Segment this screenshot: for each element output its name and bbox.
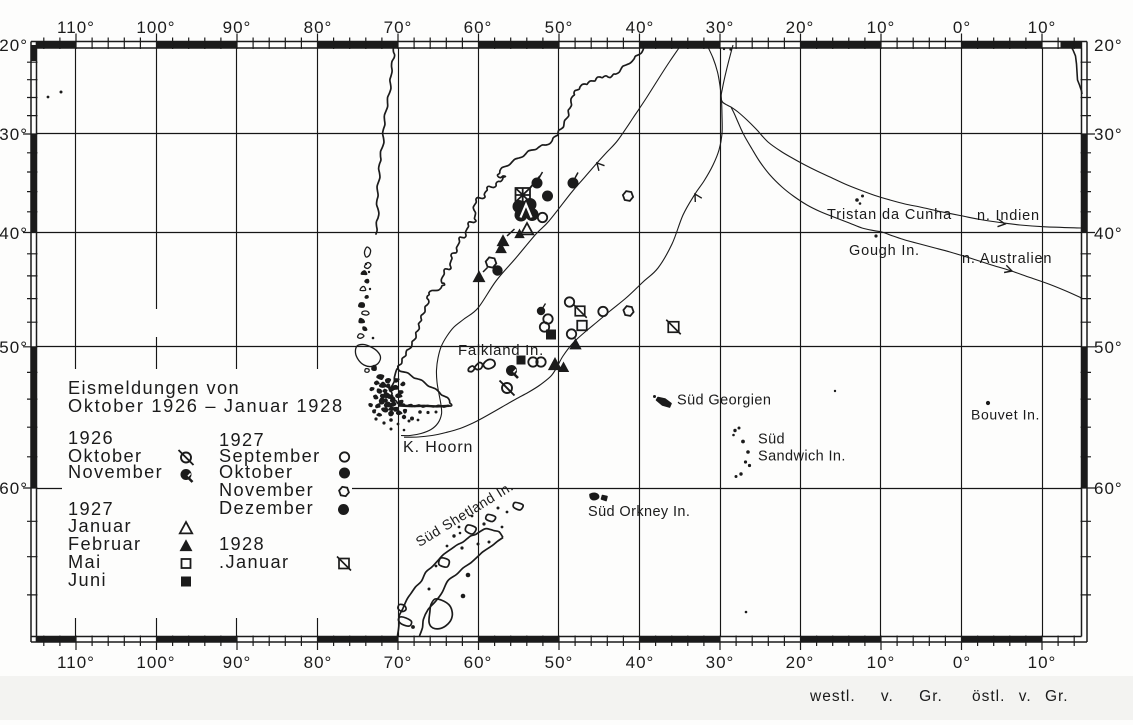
svg-text:.Januar: .Januar: [219, 552, 289, 572]
svg-text:1928: 1928: [219, 534, 265, 554]
svg-text:Mai: Mai: [68, 552, 102, 572]
svg-text:Süd Orkney In.: Süd Orkney In.: [588, 504, 690, 520]
svg-text:40°: 40°: [626, 653, 655, 672]
svg-text:40°: 40°: [626, 18, 655, 37]
svg-text:50°: 50°: [0, 338, 28, 357]
svg-text:30°: 30°: [1094, 125, 1123, 144]
svg-text:Dezember: Dezember: [219, 498, 314, 518]
svg-text:30°: 30°: [0, 125, 28, 144]
svg-text:20°: 20°: [786, 18, 815, 37]
svg-text:Oktober: Oktober: [68, 446, 143, 466]
svg-text:Oktober 1926 – Januar 1928: Oktober 1926 – Januar 1928: [68, 396, 344, 416]
svg-text:n. Indien: n. Indien: [977, 208, 1040, 224]
svg-text:Süd: Süd: [758, 432, 785, 448]
svg-text:30°: 30°: [706, 18, 735, 37]
svg-text:70°: 70°: [384, 653, 413, 672]
svg-text:östl. v. Gr.: östl. v. Gr.: [972, 688, 1069, 705]
svg-text:10°: 10°: [1028, 653, 1057, 672]
svg-text:0°: 0°: [953, 653, 971, 672]
svg-text:80°: 80°: [304, 653, 333, 672]
svg-text:10°: 10°: [1028, 18, 1057, 37]
svg-text:40°: 40°: [1094, 224, 1123, 243]
svg-text:40°: 40°: [0, 224, 28, 243]
svg-text:100°: 100°: [136, 18, 175, 37]
svg-text:Gough In.: Gough In.: [849, 243, 920, 259]
svg-text:November: November: [219, 480, 314, 500]
svg-text:110°: 110°: [57, 653, 95, 672]
svg-text:westl. v. Gr.: westl. v. Gr.: [809, 688, 943, 705]
svg-text:Bouvet In.: Bouvet In.: [971, 407, 1040, 423]
svg-text:Juni: Juni: [68, 570, 107, 590]
svg-text:60°: 60°: [464, 653, 493, 672]
svg-text:10°: 10°: [867, 18, 896, 37]
svg-text:November: November: [68, 462, 163, 482]
svg-text:60°: 60°: [1094, 479, 1123, 498]
svg-text:20°: 20°: [1094, 36, 1123, 55]
svg-text:Januar: Januar: [68, 516, 132, 536]
svg-text:60°: 60°: [464, 18, 493, 37]
svg-text:20°: 20°: [0, 36, 28, 55]
svg-text:1926: 1926: [68, 428, 114, 448]
svg-text:n. Australien: n. Australien: [962, 251, 1052, 267]
svg-text:70°: 70°: [384, 18, 413, 37]
svg-text:Sandwich In.: Sandwich In.: [758, 449, 846, 465]
svg-text:110°: 110°: [57, 18, 95, 37]
svg-text:Süd Georgien: Süd Georgien: [677, 393, 771, 409]
svg-text:Oktober: Oktober: [219, 462, 294, 482]
svg-text:50°: 50°: [545, 653, 574, 672]
svg-text:September: September: [219, 446, 321, 466]
svg-text:Falkland In.: Falkland In.: [458, 342, 544, 359]
svg-text:Eismeldungen von: Eismeldungen von: [68, 378, 240, 398]
svg-text:30°: 30°: [706, 653, 735, 672]
svg-text:50°: 50°: [1094, 338, 1123, 357]
svg-text:0°: 0°: [953, 18, 971, 37]
svg-text:50°: 50°: [545, 18, 574, 37]
svg-text:K. Hoorn: K. Hoorn: [403, 439, 473, 456]
svg-text:90°: 90°: [223, 18, 252, 37]
svg-text:1927: 1927: [68, 499, 114, 519]
svg-text:Tristan da Cunha: Tristan da Cunha: [827, 207, 952, 223]
svg-text:20°: 20°: [786, 653, 815, 672]
svg-text:100°: 100°: [136, 653, 175, 672]
svg-text:1927: 1927: [219, 430, 265, 450]
svg-text:80°: 80°: [304, 18, 333, 37]
svg-text:90°: 90°: [223, 653, 252, 672]
svg-text:10°: 10°: [867, 653, 896, 672]
svg-text:Februar: Februar: [68, 534, 141, 554]
svg-text:60°: 60°: [0, 479, 28, 498]
